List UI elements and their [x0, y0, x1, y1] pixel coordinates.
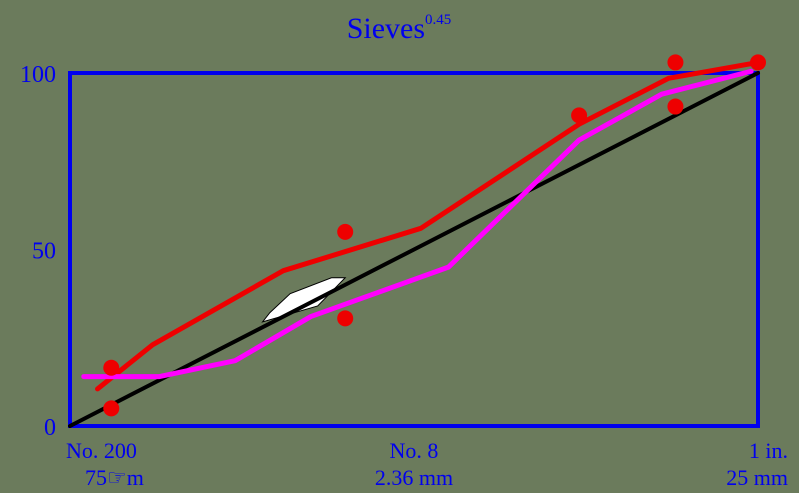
upper-gradation-line — [95, 59, 761, 392]
chart-title-superscript: 0.45 — [425, 12, 451, 28]
x-tick-label: No. 8 — [390, 438, 439, 463]
lower-gradation-line — [81, 68, 754, 380]
plot-frame — [68, 71, 760, 428]
max-density-line-line — [68, 71, 760, 428]
y-tick-label: 0 — [44, 415, 56, 441]
x-tick-sublabel: 75☞m — [85, 465, 144, 490]
plot-area — [68, 54, 766, 428]
control-point — [103, 400, 120, 417]
y-tick-label: 100 — [20, 62, 56, 88]
control-point — [750, 54, 766, 71]
x-tick-sublabel: 25 mm — [726, 465, 788, 490]
x-tick-label: No. 200 — [66, 438, 137, 463]
control-point — [337, 223, 354, 240]
x-tick-label: 1 in. — [749, 438, 788, 463]
y-tick-label: 50 — [32, 239, 56, 265]
restricted-zone — [261, 277, 347, 323]
control-point — [571, 107, 588, 124]
chart-title: Sieves0.45 — [347, 12, 452, 45]
control-point — [667, 54, 684, 71]
y-axis-ticks: 100 50 0 — [20, 62, 56, 441]
control-point — [337, 310, 354, 327]
control-point — [103, 359, 120, 376]
chart-title-text: Sieves — [347, 12, 425, 45]
x-tick-sublabel: 2.36 mm — [375, 465, 453, 490]
control-point — [667, 98, 684, 115]
